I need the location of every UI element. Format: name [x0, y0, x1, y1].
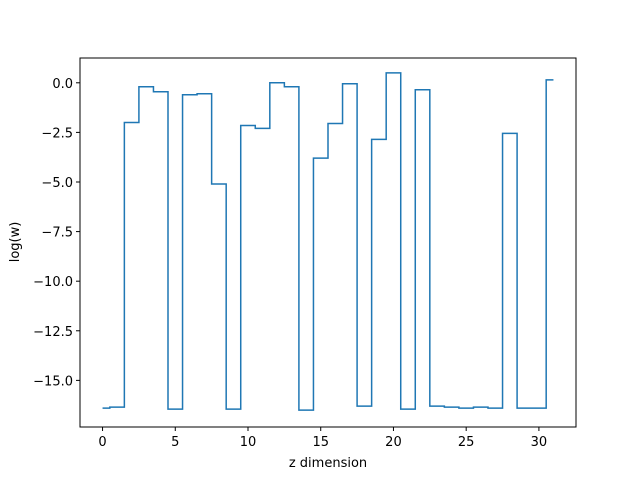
x-axis-ticks: 0 5 10 15 20 25 30	[98, 427, 547, 450]
series-layer	[102, 72, 554, 411]
x-axis-label: z dimension	[289, 456, 367, 471]
x-tick-label: 30	[531, 435, 548, 450]
y-axis-label: log(w)	[8, 222, 23, 263]
y-tick-label: −10.0	[33, 275, 73, 290]
x-tick-label: 5	[171, 435, 179, 450]
x-tick-label: 25	[458, 435, 475, 450]
y-axis-ticks: 0.0 −2.5 −5.0 −7.5 −10.0 −12.5 −15.0	[33, 77, 80, 389]
series-line-0	[102, 72, 554, 411]
y-tick-label: −5.0	[41, 176, 73, 191]
x-tick-label: 15	[312, 435, 329, 450]
x-tick-label: 10	[240, 435, 257, 450]
y-tick-label: −12.5	[33, 325, 73, 340]
y-tick-label: −15.0	[33, 374, 73, 389]
plot-area	[80, 58, 576, 427]
y-tick-label: −7.5	[41, 226, 73, 241]
x-tick-label: 20	[385, 435, 402, 450]
x-tick-label: 0	[98, 435, 106, 450]
y-tick-label: 0.0	[52, 77, 73, 92]
plot-frame	[79, 57, 577, 428]
y-tick-label: −2.5	[41, 126, 73, 141]
